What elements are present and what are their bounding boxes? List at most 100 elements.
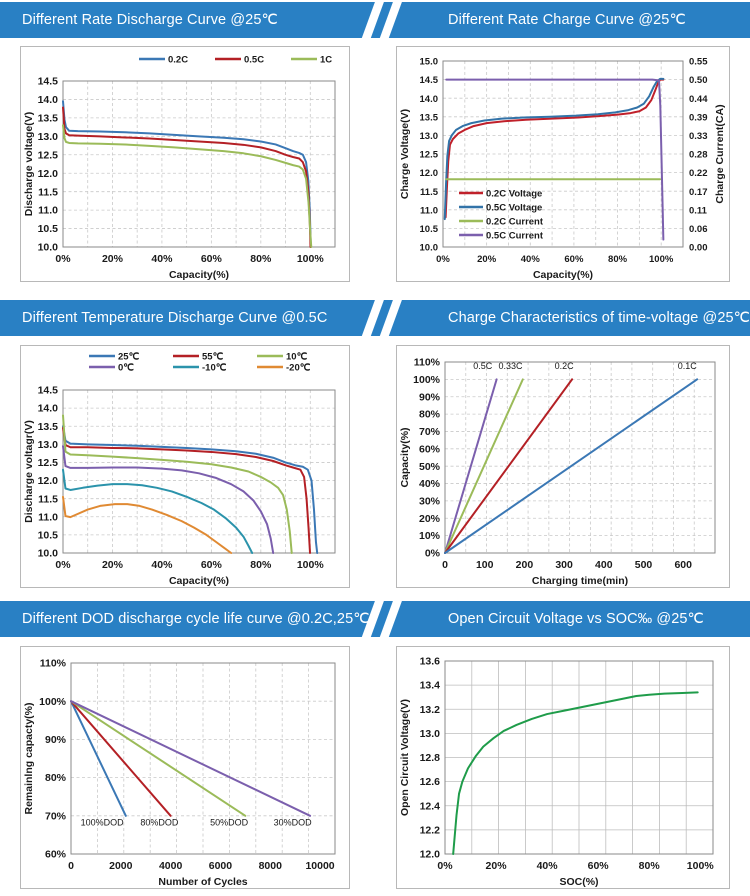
svg-text:Charge Voltage(V): Charge Voltage(V)	[399, 109, 411, 199]
svg-text:20%: 20%	[102, 559, 124, 571]
svg-text:30%: 30%	[419, 496, 441, 508]
chart-card-dod-cycle-life: 60% 70% 80% 90% 100% 110% 0 2000 4000 6000 8000 100…	[20, 646, 350, 889]
svg-text:0.1C: 0.1C	[678, 361, 698, 371]
svg-text:0.2C Voltage: 0.2C Voltage	[486, 188, 542, 199]
svg-text:10.0: 10.0	[420, 243, 439, 254]
svg-text:60%: 60%	[201, 559, 223, 571]
svg-text:0%: 0%	[437, 860, 453, 872]
svg-text:11.5: 11.5	[420, 187, 439, 198]
svg-text:4000: 4000	[159, 860, 183, 872]
svg-text:20%: 20%	[486, 860, 508, 872]
svg-text:SOC(%): SOC(%)	[559, 876, 598, 888]
header-band-row2: Different Temperature Discharge Curve @0…	[0, 300, 750, 336]
svg-text:400: 400	[595, 559, 613, 571]
svg-text:10.5: 10.5	[38, 529, 59, 541]
svg-text:90%: 90%	[45, 734, 67, 746]
svg-text:0.39: 0.39	[689, 112, 708, 123]
svg-text:13.5: 13.5	[38, 112, 59, 124]
chart-card-charge-rate: 10.0 10.5 11.0 11.5 12.0 12.5 13.0 13.5 14.0 14.5…	[396, 46, 730, 282]
svg-text:10℃: 10℃	[286, 351, 308, 362]
svg-text:14.0: 14.0	[420, 94, 439, 105]
svg-text:300: 300	[555, 559, 573, 571]
svg-text:70%: 70%	[419, 426, 441, 438]
svg-text:14.0: 14.0	[38, 94, 59, 106]
svg-text:100%: 100%	[297, 253, 325, 265]
svg-text:-10℃: -10℃	[202, 362, 227, 373]
svg-text:Discharge voltage(V): Discharge voltage(V)	[23, 112, 35, 216]
svg-text:0: 0	[442, 559, 448, 571]
svg-text:100%: 100%	[413, 374, 441, 386]
svg-text:0.5C Current: 0.5C Current	[486, 230, 544, 241]
svg-text:10000: 10000	[305, 860, 334, 872]
svg-text:Discharge voltagr(V): Discharge voltagr(V)	[23, 420, 35, 523]
svg-text:40%: 40%	[151, 253, 173, 265]
svg-text:13.0: 13.0	[420, 728, 441, 740]
svg-text:70%: 70%	[45, 810, 67, 822]
svg-text:6000: 6000	[209, 860, 233, 872]
svg-text:100%: 100%	[649, 254, 674, 265]
chart-card-temp-discharge: 10.0 10.5 11.0 11.5 12.0 12.5 13.0 13.5 14.0 14.5…	[20, 345, 350, 588]
svg-text:2000: 2000	[109, 860, 133, 872]
svg-text:12.5: 12.5	[420, 150, 439, 161]
svg-text:Number of Cycles: Number of Cycles	[158, 876, 247, 888]
svg-text:13.4: 13.4	[420, 680, 441, 692]
svg-text:30%DOD: 30%DOD	[274, 817, 313, 827]
svg-text:12.6: 12.6	[420, 776, 441, 788]
svg-text:40%: 40%	[537, 860, 559, 872]
svg-text:10.0: 10.0	[38, 242, 59, 254]
svg-text:0.5C: 0.5C	[244, 54, 264, 65]
svg-text:0%: 0%	[55, 253, 71, 265]
svg-text:13.0: 13.0	[38, 131, 59, 143]
svg-text:80%: 80%	[608, 254, 628, 265]
svg-text:20%: 20%	[477, 254, 497, 265]
svg-text:11.0: 11.0	[420, 205, 438, 216]
svg-text:13.0: 13.0	[420, 131, 439, 142]
chart-card-discharge-rate: 10.0 10.5 11.0 11.5 12.0 12.5 13.0 13.5 14.0 14.5…	[20, 46, 350, 282]
svg-text:200: 200	[516, 559, 534, 571]
svg-text:11.0: 11.0	[38, 205, 58, 217]
svg-text:14.5: 14.5	[38, 76, 59, 88]
svg-text:110%: 110%	[40, 658, 67, 670]
svg-text:0℃: 0℃	[118, 362, 134, 373]
svg-text:11.0: 11.0	[38, 511, 58, 523]
svg-text:60%: 60%	[45, 849, 67, 861]
svg-text:12.5: 12.5	[38, 149, 59, 161]
svg-text:50%DOD: 50%DOD	[210, 817, 249, 827]
svg-text:Charging time(min): Charging time(min)	[532, 575, 628, 587]
svg-text:11.5: 11.5	[38, 493, 58, 505]
svg-text:12.0: 12.0	[420, 168, 439, 179]
svg-text:0.2C Current: 0.2C Current	[486, 216, 544, 227]
panel-title-5: Different DOD discharge cycle life curve…	[22, 611, 370, 627]
svg-text:0.28: 0.28	[689, 150, 708, 161]
svg-text:60%: 60%	[201, 253, 223, 265]
svg-text:Capacity(%): Capacity(%)	[169, 575, 229, 587]
svg-text:13.5: 13.5	[420, 112, 439, 123]
svg-text:20%: 20%	[419, 513, 441, 525]
svg-text:Capacity(%): Capacity(%)	[399, 427, 411, 487]
header-band-row1: Different Rate Discharge Curve @25℃ Diff…	[0, 2, 750, 38]
svg-text:0.06: 0.06	[689, 224, 708, 235]
svg-text:0.2C: 0.2C	[555, 361, 575, 371]
svg-text:Capacity(%): Capacity(%)	[169, 269, 229, 281]
svg-text:10.5: 10.5	[38, 223, 59, 235]
svg-text:0.17: 0.17	[689, 187, 708, 198]
panel-title-3: Different Temperature Discharge Curve @0…	[22, 310, 328, 326]
svg-text:0.50: 0.50	[689, 75, 708, 86]
panel-title-1: Different Rate Discharge Curve @25℃	[22, 12, 278, 28]
svg-text:13.2: 13.2	[420, 704, 441, 716]
svg-text:0.33: 0.33	[689, 131, 708, 142]
svg-text:13.0: 13.0	[38, 439, 59, 451]
svg-text:100%DOD: 100%DOD	[81, 817, 125, 827]
svg-text:0.00: 0.00	[689, 243, 708, 254]
svg-text:500: 500	[635, 559, 653, 571]
svg-text:0%: 0%	[425, 548, 441, 560]
svg-text:0%: 0%	[436, 254, 450, 265]
svg-text:40%: 40%	[151, 559, 173, 571]
svg-text:25℃: 25℃	[118, 351, 140, 362]
svg-text:40%: 40%	[419, 478, 441, 490]
svg-text:13.5: 13.5	[38, 421, 59, 433]
svg-text:11.5: 11.5	[38, 186, 58, 198]
svg-text:0.5C Voltage: 0.5C Voltage	[486, 202, 542, 213]
svg-text:12.2: 12.2	[420, 824, 441, 836]
svg-text:10%: 10%	[419, 530, 441, 542]
